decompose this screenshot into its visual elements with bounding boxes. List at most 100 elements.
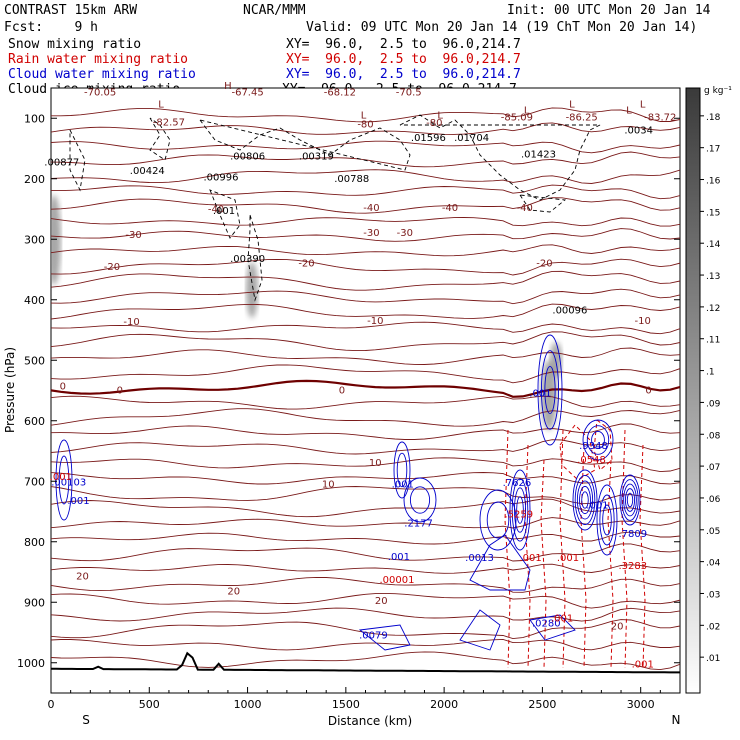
cloud-water-contour bbox=[55, 439, 73, 521]
x-tick-label: 2000 bbox=[430, 698, 458, 711]
cloud-water-contour bbox=[619, 474, 641, 526]
cloud-ice-contour bbox=[69, 129, 86, 192]
cloud-water-label: .001 bbox=[529, 389, 551, 400]
cloud-water-contour bbox=[540, 350, 560, 430]
snow-shade-blob bbox=[51, 195, 61, 285]
cloud-water-contour bbox=[591, 430, 605, 450]
cloud-water-contour bbox=[513, 487, 527, 533]
temperature-label: -30 bbox=[363, 228, 379, 239]
temperature-label: 20 bbox=[375, 596, 388, 607]
temperature-contour-line bbox=[51, 638, 680, 651]
cloud-ice-label: .0034 bbox=[624, 125, 653, 136]
y-tick-label: 900 bbox=[24, 596, 45, 609]
y-tick-label: 600 bbox=[24, 415, 45, 428]
temperature-contour-line bbox=[51, 169, 680, 184]
cloud-water-contour bbox=[582, 419, 614, 461]
temperature-contour-line bbox=[51, 321, 680, 335]
x-tick-label: 500 bbox=[139, 698, 160, 711]
legend-cloudwater-name: Cloud water mixing ratio bbox=[8, 67, 196, 82]
x-tick-label: 3000 bbox=[627, 698, 655, 711]
temperature-contour-line bbox=[51, 395, 680, 410]
rain-label: .001 bbox=[50, 472, 72, 483]
temperature-label: -83.72 bbox=[644, 113, 676, 124]
legend-rain-name: Rain water mixing ratio bbox=[8, 52, 188, 67]
cloud-water-contour bbox=[625, 488, 635, 512]
temperature-label: -30 bbox=[125, 230, 141, 241]
cloud-water-label: .001 bbox=[67, 496, 89, 507]
rain-label: .3283 bbox=[618, 561, 647, 572]
cloud-water-label: .001 bbox=[388, 552, 410, 563]
temperature-label: -67.45 bbox=[231, 87, 263, 98]
pressure-extreme-mark: L bbox=[640, 99, 646, 110]
temperature-contour-line bbox=[51, 303, 680, 320]
temperature-label: -20 bbox=[298, 259, 314, 270]
cloud-ice-label: .01596 bbox=[411, 133, 446, 144]
cloud-water-contour bbox=[396, 452, 408, 488]
colorbar-label: .17 bbox=[706, 145, 720, 155]
cloud-water-contour bbox=[586, 425, 610, 455]
colorbar-label: .16 bbox=[706, 177, 721, 187]
cloud-ice-label: .01704 bbox=[454, 133, 489, 144]
temperature-contour-line bbox=[51, 607, 680, 622]
header-fcst: Fcst: 9 h bbox=[4, 20, 98, 35]
colorbar-label: .03 bbox=[706, 590, 720, 600]
snow-shade-blob bbox=[246, 262, 258, 318]
header-init: Init: 00 UTC Mon 20 Jan 14 bbox=[507, 3, 711, 18]
cloud-water-contour bbox=[576, 480, 594, 520]
temperature-contour-line bbox=[51, 270, 680, 291]
temperature-contour-line bbox=[51, 592, 680, 609]
cloud-water-contour bbox=[599, 494, 615, 546]
colorbar-label: .13 bbox=[706, 272, 720, 282]
temperature-contour-line bbox=[51, 576, 680, 593]
colorbar-ticks: .18 .17 .16 .15 .14 .13 .12 .11 .1 .09 .08 .07 .06 .0… bbox=[700, 113, 721, 664]
colorbar-label: .11 bbox=[706, 336, 720, 346]
cloud-water-label: .7809 bbox=[618, 529, 647, 540]
colorbar-unit: g kg⁻¹ bbox=[704, 86, 732, 96]
contour-labels: -70.05 -67.45 -68.12 -70.5 -82.57 -85.09 -86.2… bbox=[44, 81, 676, 670]
temperature-label: -10 bbox=[367, 316, 383, 327]
cloud-water-contour bbox=[393, 441, 411, 499]
temperature-contour-line bbox=[51, 531, 680, 545]
pressure-extreme-mark: L bbox=[569, 99, 575, 110]
colorbar-label: .12 bbox=[706, 304, 720, 314]
pressure-extreme-mark: H bbox=[224, 81, 232, 92]
y-tick-label: 200 bbox=[24, 173, 45, 186]
temperature-label: -40 bbox=[363, 203, 379, 214]
temperature-label: 20 bbox=[611, 622, 624, 633]
temperature-label: 0 bbox=[60, 381, 66, 392]
pressure-extreme-mark: L bbox=[437, 110, 443, 121]
temperature-contour-line bbox=[51, 379, 680, 398]
temperature-label: 10 bbox=[369, 458, 382, 469]
rain-label: .001 bbox=[519, 553, 541, 564]
plot-content bbox=[51, 107, 680, 674]
cloud-ice-label: .00877 bbox=[44, 157, 79, 168]
cloud-water-contour bbox=[516, 496, 524, 524]
y-tick-label: 500 bbox=[24, 354, 45, 367]
legend-snow-name: Snow mixing ratio bbox=[8, 37, 141, 52]
rain-contour bbox=[639, 444, 646, 669]
y-axis-label: Pressure (hPa) bbox=[3, 347, 17, 433]
colorbar-label: .07 bbox=[706, 463, 720, 473]
temperature-label: -68.12 bbox=[324, 87, 356, 98]
cloud-water-contour bbox=[529, 614, 576, 641]
terrain-profile bbox=[51, 651, 680, 674]
temperature-contour-line bbox=[51, 217, 680, 227]
temperature-contour-line bbox=[51, 151, 680, 168]
temperature-contour-line bbox=[51, 651, 680, 671]
temperature-label: -20 bbox=[536, 259, 552, 270]
colorbar-label: .01 bbox=[706, 654, 720, 664]
rain-contour bbox=[593, 419, 613, 471]
cloud-ice-contour bbox=[519, 194, 567, 213]
cloud-water-label: .0280 bbox=[532, 619, 561, 630]
rain-contour bbox=[504, 429, 511, 669]
temperature-contour-line bbox=[51, 439, 680, 455]
header-valid: Valid: 09 UTC Mon 20 Jan 14 (19 ChT Mon … bbox=[306, 20, 697, 35]
x-end-label-north: N bbox=[672, 713, 681, 727]
temperature-contour-line bbox=[51, 122, 680, 135]
cloud-water-contours bbox=[55, 334, 641, 651]
temperature-label: -40 bbox=[442, 203, 458, 214]
colorbar-label: .09 bbox=[706, 399, 721, 409]
rain-contour bbox=[621, 429, 628, 669]
cloud-water-contour bbox=[602, 504, 612, 536]
